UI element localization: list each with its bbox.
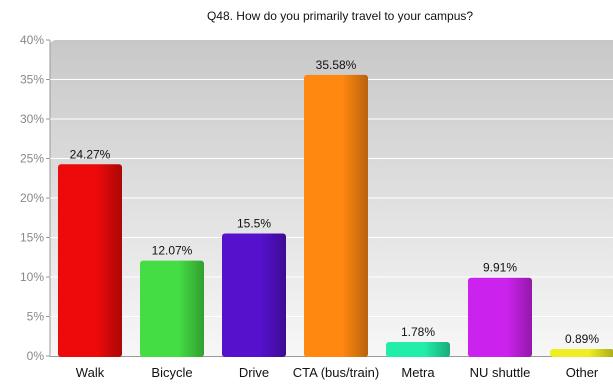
y-tick-label: 20% (20, 191, 44, 205)
bar (222, 233, 286, 357)
y-tick-label: 40% (20, 33, 44, 47)
x-tick-label: Other (566, 365, 599, 380)
bar (140, 260, 204, 357)
bar (550, 348, 613, 357)
bar (386, 341, 450, 357)
y-tick-label: 15% (20, 231, 44, 245)
y-tick-label: 30% (20, 112, 44, 126)
y-tick-label: 10% (20, 270, 44, 284)
y-tick-label: 5% (27, 310, 45, 324)
data-label: 1.78% (401, 325, 435, 339)
y-tick-label: 25% (20, 152, 44, 166)
x-tick-label: NU shuttle (470, 365, 531, 380)
x-tick-label: Bicycle (151, 365, 192, 380)
bar (58, 164, 122, 357)
x-tick-label: Metra (401, 365, 435, 380)
data-label: 9.91% (483, 261, 517, 275)
data-label: 24.27% (70, 147, 111, 161)
data-label: 15.5% (237, 217, 271, 231)
chart-title: Q48. How do you primarily travel to your… (207, 9, 473, 23)
y-tick-label: 35% (20, 73, 44, 87)
bar (304, 74, 368, 357)
x-tick-label: Drive (239, 365, 269, 380)
data-label: 0.89% (565, 332, 599, 346)
x-tick-label: Walk (76, 365, 105, 380)
bar (468, 277, 532, 357)
y-tick-label: 0% (27, 349, 45, 363)
data-label: 12.07% (152, 244, 193, 258)
data-label: 35.58% (316, 58, 357, 72)
x-tick-label: CTA (bus/train) (293, 365, 379, 380)
